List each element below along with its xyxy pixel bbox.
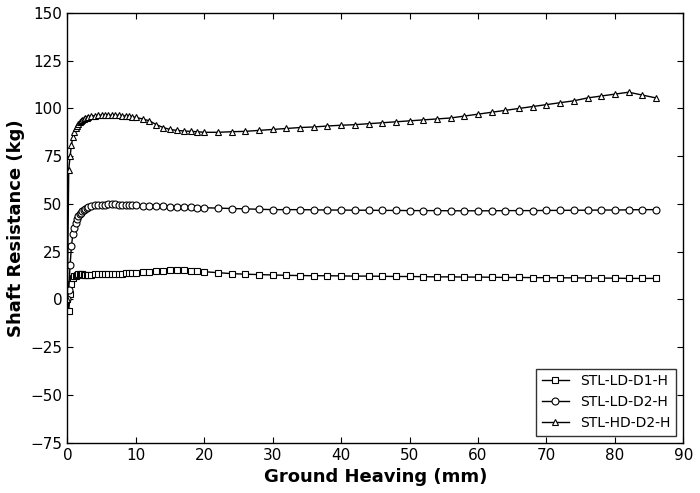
- STL-LD-D2-H: [118, 202, 126, 208]
- STL-LD-D1-H: [173, 267, 181, 273]
- STL-HD-D2-H: [487, 109, 496, 115]
- STL-LD-D2-H: [652, 207, 660, 212]
- Y-axis label: Shaft Resistance (kg): Shaft Resistance (kg): [7, 119, 25, 337]
- Line: STL-HD-D2-H: STL-HD-D2-H: [64, 89, 659, 303]
- Line: STL-LD-D2-H: STL-LD-D2-H: [64, 201, 659, 303]
- STL-LD-D2-H: [63, 296, 71, 302]
- STL-LD-D1-H: [118, 271, 126, 277]
- STL-LD-D2-H: [87, 203, 95, 209]
- STL-HD-D2-H: [515, 106, 524, 111]
- STL-LD-D1-H: [515, 275, 524, 281]
- STL-HD-D2-H: [179, 128, 188, 134]
- STL-HD-D2-H: [556, 100, 564, 106]
- STL-LD-D2-H: [570, 207, 578, 213]
- STL-LD-D2-H: [104, 202, 113, 208]
- Legend: STL-LD-D1-H, STL-LD-D2-H, STL-HD-D2-H: STL-LD-D1-H, STL-LD-D2-H, STL-HD-D2-H: [536, 369, 676, 436]
- STL-LD-D1-H: [63, 296, 71, 302]
- STL-LD-D1-H: [652, 276, 660, 282]
- X-axis label: Ground Heaving (mm): Ground Heaving (mm): [264, 468, 487, 486]
- Line: STL-LD-D1-H: STL-LD-D1-H: [64, 266, 659, 315]
- STL-LD-D2-H: [186, 205, 195, 211]
- STL-LD-D2-H: [528, 208, 537, 213]
- STL-LD-D1-H: [64, 308, 73, 314]
- STL-HD-D2-H: [624, 89, 633, 95]
- STL-HD-D2-H: [115, 112, 123, 118]
- STL-LD-D1-H: [583, 275, 592, 281]
- STL-LD-D1-H: [193, 268, 202, 274]
- STL-HD-D2-H: [652, 95, 660, 101]
- STL-HD-D2-H: [63, 296, 71, 302]
- STL-LD-D1-H: [542, 275, 551, 281]
- STL-LD-D2-H: [501, 208, 510, 213]
- STL-HD-D2-H: [87, 113, 95, 119]
- STL-LD-D1-H: [90, 271, 99, 277]
